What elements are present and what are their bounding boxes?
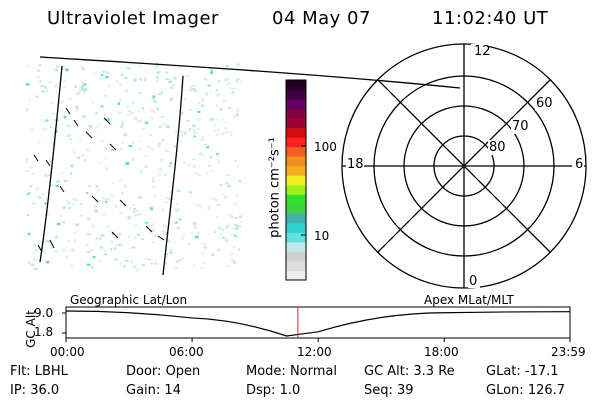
status-door: Door: Open	[126, 364, 201, 379]
altitude-xtick-2: 12:00	[297, 345, 332, 359]
colorbar-tick-10: 10	[314, 229, 330, 243]
lon-grid-line-left	[39, 65, 63, 263]
lat-label-60: 60	[535, 96, 554, 111]
colorbar-segment	[286, 213, 306, 224]
colorbar-segment	[286, 156, 306, 167]
colorbar-segment	[286, 137, 306, 148]
altitude-xtick-0: 00:00	[50, 345, 85, 359]
status-seq: Seq: 39	[364, 383, 414, 398]
colorbar-segment	[286, 99, 306, 110]
colorbar-segment	[286, 80, 306, 91]
colorbar-segment	[286, 118, 306, 129]
altitude-ytick-max: 9.0	[34, 306, 54, 320]
altitude-ytick-min: 1.8	[34, 325, 54, 339]
polar-diagonal-2	[377, 79, 551, 253]
altitude-xtick-4: 23:59	[551, 345, 586, 359]
colorbar-segment	[286, 194, 306, 205]
colorbar-segment	[286, 241, 306, 252]
status-mode: Mode: Normal	[246, 364, 337, 379]
status-glat: GLat: -17.1	[486, 364, 559, 379]
status-dsp: Dsp: 1.0	[246, 383, 301, 398]
lat-grid-line	[39, 56, 461, 89]
colorbar-segment	[286, 251, 306, 262]
altitude-xtick-3: 18:00	[424, 345, 459, 359]
colorbar-segment	[286, 270, 306, 281]
coastline-fragments	[33, 107, 165, 253]
colorbar-segment	[286, 89, 306, 100]
colorbar-segment	[286, 165, 306, 176]
colorbar-segment	[286, 127, 306, 138]
colorbar-segment	[286, 232, 306, 243]
colorbar-segment	[286, 203, 306, 214]
status-glon: GLon: 126.7	[486, 383, 566, 398]
status-gc-alt: GC Alt: 3.3 Re	[364, 364, 455, 379]
status-flt: Flt: LBHL	[10, 364, 68, 379]
date-label: 04 May 07	[272, 8, 371, 29]
auroral-noise-dots	[25, 62, 243, 272]
colorbar-segment	[286, 260, 306, 271]
status-gain: Gain: 14	[126, 383, 181, 398]
altitude-series-line	[65, 310, 571, 337]
colorbar-segment	[286, 184, 306, 195]
instrument-title: Ultraviolet Imager	[47, 8, 219, 29]
mlt-label-0: 0	[469, 274, 478, 289]
lat-label-80: 80	[488, 140, 507, 155]
mlt-label-6: 6	[575, 157, 584, 172]
colorbar-segment	[286, 175, 306, 186]
lon-grid-line-right	[162, 75, 184, 276]
colorbar-tick-100: 100	[314, 140, 337, 154]
colorbar-segment	[286, 146, 306, 157]
status-ip: IP: 36.0	[10, 383, 60, 398]
altitude-xtick-1: 06:00	[169, 345, 204, 359]
mlt-label-18: 18	[347, 157, 364, 172]
altitude-right-title: Apex MLat/MLT	[424, 293, 514, 307]
colorbar-segment	[286, 108, 306, 119]
mlt-label-12: 12	[474, 44, 491, 59]
time-label: 11:02:40 UT	[432, 8, 549, 29]
lat-label-70: 70	[511, 119, 530, 134]
colorbar-segment	[286, 222, 306, 233]
altitude-left-title: Geographic Lat/Lon	[70, 293, 188, 307]
